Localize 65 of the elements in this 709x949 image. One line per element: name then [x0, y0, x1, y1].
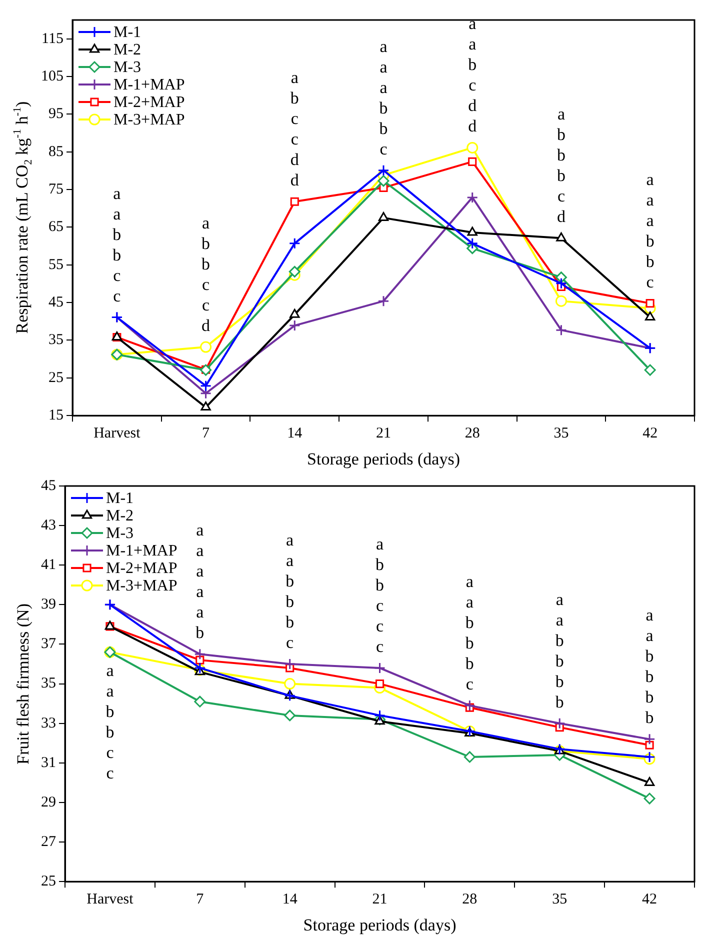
x-tick-label: 21 [376, 426, 391, 442]
annotation: a b b c c c [376, 534, 384, 656]
legend-label: M-3 [106, 525, 134, 542]
y-tick-label: 39 [41, 596, 56, 613]
y-tick-label: 45 [41, 478, 56, 494]
y-tick-label: 75 [48, 181, 64, 198]
y-tick-label: 33 [41, 715, 56, 732]
annotation: a a a b b c [646, 170, 654, 292]
y-tick-label: 35 [41, 676, 56, 692]
annotation: a a a a a b [196, 520, 204, 642]
annotation: a a a b b c [379, 36, 388, 158]
x-tick-label: 7 [196, 892, 204, 908]
y-tick-label: 45 [48, 294, 64, 311]
x-tick-label: 7 [202, 426, 210, 442]
legend-label: M-3+MAP [106, 578, 178, 595]
y-tick-label: 29 [41, 794, 56, 810]
x-tick-label: 28 [462, 892, 478, 908]
x-tick-label: 42 [642, 426, 658, 442]
annotation: a b b b c d [556, 104, 566, 226]
y-tick-label: 27 [41, 834, 56, 850]
x-tick-label: 14 [282, 892, 298, 908]
x-tick-label: 35 [552, 892, 568, 908]
y-tick-label: 105 [41, 68, 64, 84]
annotation: a b b c c d [202, 214, 211, 336]
y-tick-label: 43 [41, 517, 56, 534]
legend-label: M-1 [106, 490, 134, 508]
y-tick-label: 41 [41, 557, 56, 574]
x-axis-title: Storage periods (days) [307, 449, 460, 468]
y-axis-title: Fruit flesh firmness (N) [13, 603, 32, 765]
x-tick-label: 35 [554, 426, 569, 442]
legend-label: M-2+MAP [106, 560, 178, 578]
x-axis-title: Storage periods (days) [303, 915, 456, 934]
legend-label: M-2 [106, 508, 134, 525]
annotation: a a b b b c [286, 530, 294, 652]
y-tick-label: 85 [48, 144, 64, 160]
y-tick-label: 55 [48, 256, 64, 273]
legend-label: M-2 [114, 42, 142, 59]
y-tick-label: 95 [48, 106, 64, 122]
x-tick-label: 21 [372, 892, 388, 908]
y-tick-label: 35 [48, 332, 64, 348]
x-tick-label: Harvest [86, 892, 134, 908]
annotation: a a b c d d [468, 14, 478, 136]
x-tick-label: Harvest [94, 426, 142, 442]
annotation: a a b b b b [555, 590, 564, 712]
y-tick-label: 37 [41, 636, 56, 652]
annotation: a a b b b c [465, 572, 474, 694]
y-tick-label: 65 [48, 219, 64, 236]
y-tick-label: 25 [48, 370, 64, 386]
legend-label: M-1+MAP [106, 542, 178, 560]
annotation: a a b b c c [112, 184, 122, 306]
annotation: a a b b c c [106, 661, 114, 783]
x-tick-label: 28 [464, 426, 480, 442]
legend-label: M-2+MAP [114, 94, 185, 112]
x-tick-label: 42 [642, 892, 658, 908]
legend-label: M-3+MAP [114, 112, 185, 129]
legend-label: M-1+MAP [114, 76, 185, 94]
y-tick-label: 15 [48, 408, 64, 424]
annotation: a b c c d d [290, 68, 300, 190]
annotation: a a b b b b [645, 606, 654, 728]
legend-label: M-1 [114, 24, 142, 42]
legend-label: M-3 [114, 59, 142, 76]
x-tick-label: 14 [287, 426, 303, 442]
y-tick-label: 115 [42, 30, 64, 47]
y-tick-label: 25 [41, 874, 56, 890]
y-tick-label: 31 [41, 754, 56, 771]
